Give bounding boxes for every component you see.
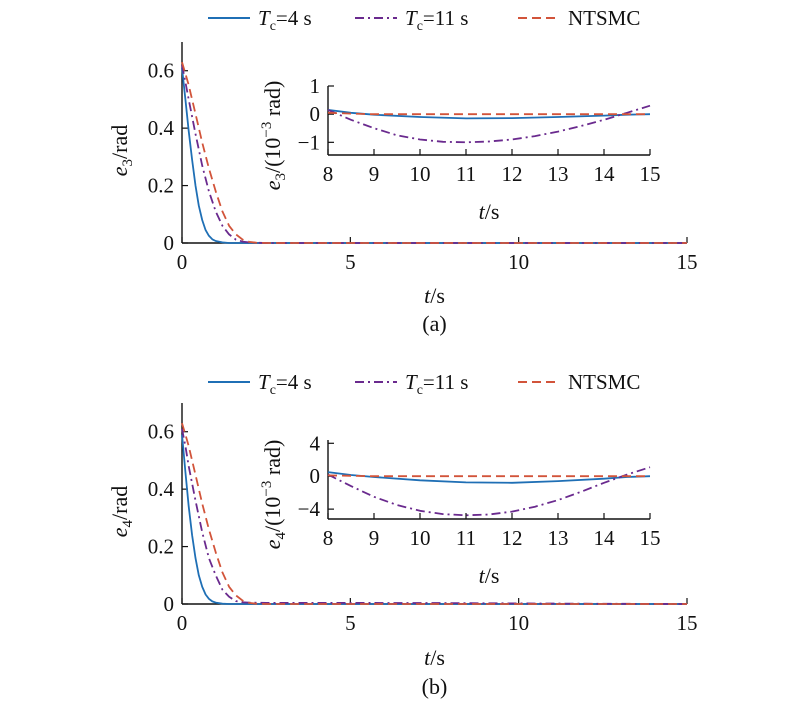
series-ntsmc (327, 111, 650, 116)
y-tick-label: 0.4 (148, 116, 175, 140)
x-axis-label: t/s (424, 645, 445, 670)
inset-x-axis-label: t/s (479, 199, 500, 224)
series-ntsmc (327, 474, 650, 478)
series-ntsmc (181, 61, 687, 244)
y-tick-label: −4 (298, 497, 321, 521)
x-tick-label: 11 (456, 526, 476, 550)
y-tick-label: 0.6 (148, 59, 174, 83)
subfigure-caption: (a) (422, 311, 446, 336)
inset-plot: 8 9 10 11 12 13 14 15 −1 0 1 (298, 74, 661, 186)
y-tick-label: 0.6 (148, 420, 174, 444)
legend-label-ntsmc: NTSMC (568, 370, 640, 394)
x-tick-label: 5 (345, 611, 356, 635)
x-tick-label: 14 (594, 526, 616, 550)
inset-x-axis-label: t/s (479, 563, 500, 588)
x-tick-label: 14 (594, 162, 616, 186)
legend: Tc=4 s Tc=11 s NTSMC (208, 6, 640, 34)
x-tick-label: 15 (677, 611, 698, 635)
y-tick-label: 0.2 (148, 535, 174, 559)
inset-background (328, 86, 650, 155)
x-tick-label: 9 (369, 162, 380, 186)
inset-y-axis-label: e3/(10−3 rad) (259, 81, 289, 191)
x-tick-label: 15 (677, 250, 698, 274)
x-tick-label: 13 (548, 162, 569, 186)
x-tick-label: 10 (410, 526, 431, 550)
y-tick-label: 0 (310, 102, 321, 126)
x-tick-label: 12 (502, 162, 523, 186)
legend-label-ntsmc: NTSMC (568, 6, 640, 30)
x-tick-label: 0 (177, 250, 188, 274)
x-tick-label: 5 (345, 250, 356, 274)
x-tick-label: 8 (323, 162, 334, 186)
y-tick-label: 0.2 (148, 174, 174, 198)
legend-label-tc11: Tc=11 s (405, 6, 468, 34)
y-tick-label: 0 (310, 464, 321, 488)
series-tc11 (327, 104, 651, 144)
inset-y-axis-label: e4/(10−3 rad) (259, 440, 289, 550)
y-tick-label: 0 (164, 592, 175, 616)
subfigure-caption: (b) (422, 674, 448, 699)
y-tick-label: −1 (298, 130, 320, 154)
y-tick-label: 1 (310, 74, 321, 98)
legend-label-tc11: Tc=11 s (405, 370, 468, 398)
main-plot: 0 5 10 15 0 0.2 0.4 0.6 (148, 403, 698, 635)
x-tick-label: 10 (410, 162, 431, 186)
x-tick-label: 11 (456, 162, 476, 186)
y-axis-label: e3/rad (107, 125, 136, 176)
x-axis-label: t/s (424, 283, 445, 308)
y-tick-label: 0 (164, 231, 175, 255)
x-tick-label: 10 (508, 611, 529, 635)
y-tick-label: 4 (310, 431, 321, 455)
x-tick-label: 13 (548, 526, 569, 550)
y-tick-label: 0.4 (148, 477, 175, 501)
x-tick-label: 0 (177, 611, 188, 635)
x-tick-label: 15 (640, 526, 661, 550)
legend-label-tc4: Tc=4 s (258, 6, 312, 34)
x-tick-label: 12 (502, 526, 523, 550)
y-axis-label: e4/rad (107, 486, 136, 537)
x-tick-label: 8 (323, 526, 334, 550)
x-tick-label: 10 (508, 250, 529, 274)
inset-plot: 8 9 10 11 12 13 14 15 −4 0 4 (298, 431, 661, 550)
x-tick-label: 15 (640, 162, 661, 186)
series-ntsmc (181, 422, 687, 605)
x-tick-label: 9 (369, 526, 380, 550)
series-tc11 (327, 466, 651, 517)
legend-label-tc4: Tc=4 s (258, 370, 312, 398)
legend: Tc=4 s Tc=11 s NTSMC (208, 370, 640, 398)
